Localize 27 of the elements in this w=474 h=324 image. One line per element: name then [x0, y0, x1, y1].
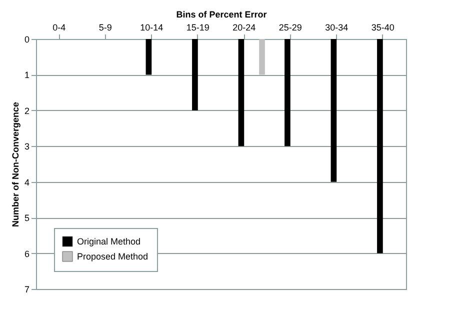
bar [146, 39, 152, 75]
x-tick-label: 15-19 [186, 22, 210, 32]
bar [238, 39, 244, 146]
y-tick-label: 6 [24, 248, 30, 259]
x-tick-label: 20-24 [232, 22, 256, 32]
legend-label: Proposed Method [77, 252, 148, 262]
x-tick-label: 30-34 [325, 22, 348, 32]
x-tick-label: 35-40 [371, 22, 394, 32]
bar [330, 39, 337, 182]
y-tick-label: 3 [24, 142, 30, 152]
x-tick-label: 10-14 [140, 22, 164, 32]
x-tick-label: 5-9 [98, 22, 112, 32]
y-tick-label: 7 [24, 284, 30, 294]
bar [259, 39, 265, 75]
y-tick-label: 1 [24, 70, 30, 80]
bar [284, 39, 290, 146]
x-tick-label: 0-4 [52, 22, 66, 32]
y-axis-title: Number of Non-Convergence [10, 102, 20, 228]
y-tick-label: 4 [24, 177, 30, 188]
x-tick-label: 25-29 [278, 22, 302, 32]
y-tick-label: 2 [24, 106, 30, 116]
y-tick-label: 5 [24, 213, 30, 224]
x-axis-title: Bins of Percent Error [176, 10, 268, 20]
y-tick-label: 0 [24, 34, 30, 44]
bar [377, 39, 383, 254]
legend-label: Original Method [77, 236, 141, 246]
bar [192, 39, 198, 110]
